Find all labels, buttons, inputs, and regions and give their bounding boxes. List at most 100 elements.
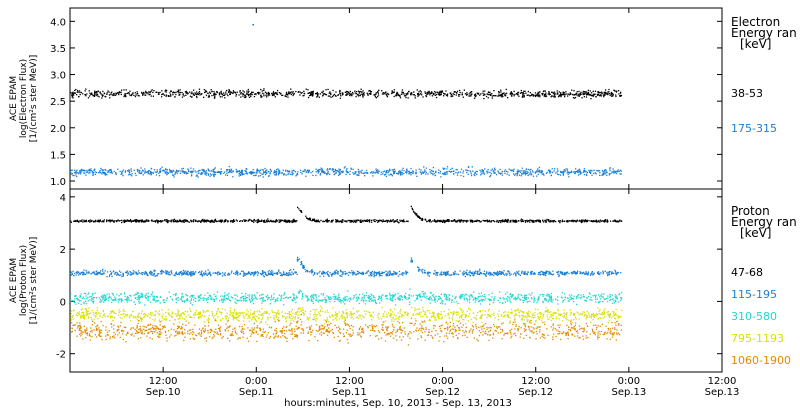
data-point (123, 221, 126, 223)
data-point (118, 91, 120, 93)
data-point (468, 295, 470, 297)
data-point (428, 220, 430, 222)
data-point (531, 220, 533, 222)
data-point (108, 170, 110, 172)
data-point (209, 272, 211, 274)
data-point (541, 171, 543, 173)
data-point (150, 274, 152, 276)
data-point (519, 92, 522, 94)
data-point (182, 296, 185, 298)
data-point (389, 173, 392, 176)
data-point (313, 294, 315, 297)
data-point (401, 93, 403, 95)
data-point (614, 220, 616, 222)
data-point (456, 169, 458, 171)
data-point (72, 91, 74, 93)
data-point (145, 94, 147, 96)
data-point (267, 171, 269, 173)
data-point (221, 93, 223, 95)
data-point (340, 95, 342, 97)
data-point (605, 172, 607, 174)
data-point (413, 211, 415, 213)
data-point (140, 167, 142, 169)
data-point (548, 273, 550, 275)
data-point (85, 303, 88, 305)
data-point (341, 172, 343, 174)
data-point (156, 171, 158, 173)
data-point (399, 295, 401, 297)
data-point (79, 273, 81, 275)
data-point (73, 172, 76, 174)
data-point (487, 171, 489, 173)
data-point (480, 174, 482, 176)
data-point (572, 219, 574, 221)
data-point (200, 298, 202, 300)
data-point (614, 171, 617, 173)
data-point (418, 94, 420, 96)
data-point (620, 272, 622, 274)
data-point (433, 219, 436, 221)
data-point (519, 274, 521, 276)
data-point (389, 295, 392, 297)
data-point (524, 271, 526, 273)
data-point (385, 171, 387, 174)
data-point (620, 299, 622, 302)
data-point (606, 272, 608, 274)
data-point (115, 173, 117, 175)
data-point (419, 93, 422, 95)
data-point (307, 92, 309, 94)
data-point (435, 271, 437, 273)
data-point (236, 91, 238, 93)
data-point (587, 93, 589, 95)
data-point (352, 298, 354, 300)
data-point (263, 172, 266, 174)
data-point (403, 219, 405, 221)
data-point (429, 92, 431, 95)
data-point (200, 273, 203, 275)
data-point (197, 176, 199, 178)
data-point (587, 92, 590, 95)
data-point (329, 95, 331, 97)
data-point (117, 92, 120, 94)
data-point (358, 273, 360, 275)
data-point (137, 94, 139, 97)
data-point (495, 272, 497, 274)
data-point (552, 270, 554, 272)
data-point (450, 168, 452, 171)
data-point (150, 168, 152, 170)
data-point (144, 170, 146, 172)
data-point (322, 220, 324, 222)
data-point (336, 297, 338, 299)
data-point (239, 273, 241, 275)
data-point (147, 274, 149, 276)
data-point (253, 275, 255, 277)
data-point (456, 273, 458, 275)
data-point (108, 293, 110, 295)
data-point (482, 272, 485, 275)
data-point (375, 170, 378, 172)
data-point (401, 272, 404, 274)
data-point (289, 92, 291, 94)
data-point (180, 170, 182, 172)
data-point (189, 171, 191, 173)
y-axis-label: ACE EPAM log(Proton Flux) [1/(cm²s ster Me… (9, 237, 39, 324)
data-point (523, 271, 525, 273)
data-point (521, 294, 523, 297)
data-point (243, 272, 246, 275)
data-point (227, 94, 229, 97)
data-point (287, 96, 289, 98)
data-point (255, 93, 257, 95)
data-point (109, 274, 111, 276)
data-point (196, 96, 198, 99)
data-point (185, 90, 188, 93)
data-point (80, 171, 83, 173)
data-point (359, 94, 361, 96)
data-point (515, 93, 518, 95)
data-point (157, 221, 159, 223)
data-point (331, 298, 333, 300)
data-point (272, 92, 274, 94)
data-point (324, 272, 326, 274)
data-point (247, 91, 249, 93)
data-point (221, 220, 223, 222)
data-point (370, 271, 372, 274)
